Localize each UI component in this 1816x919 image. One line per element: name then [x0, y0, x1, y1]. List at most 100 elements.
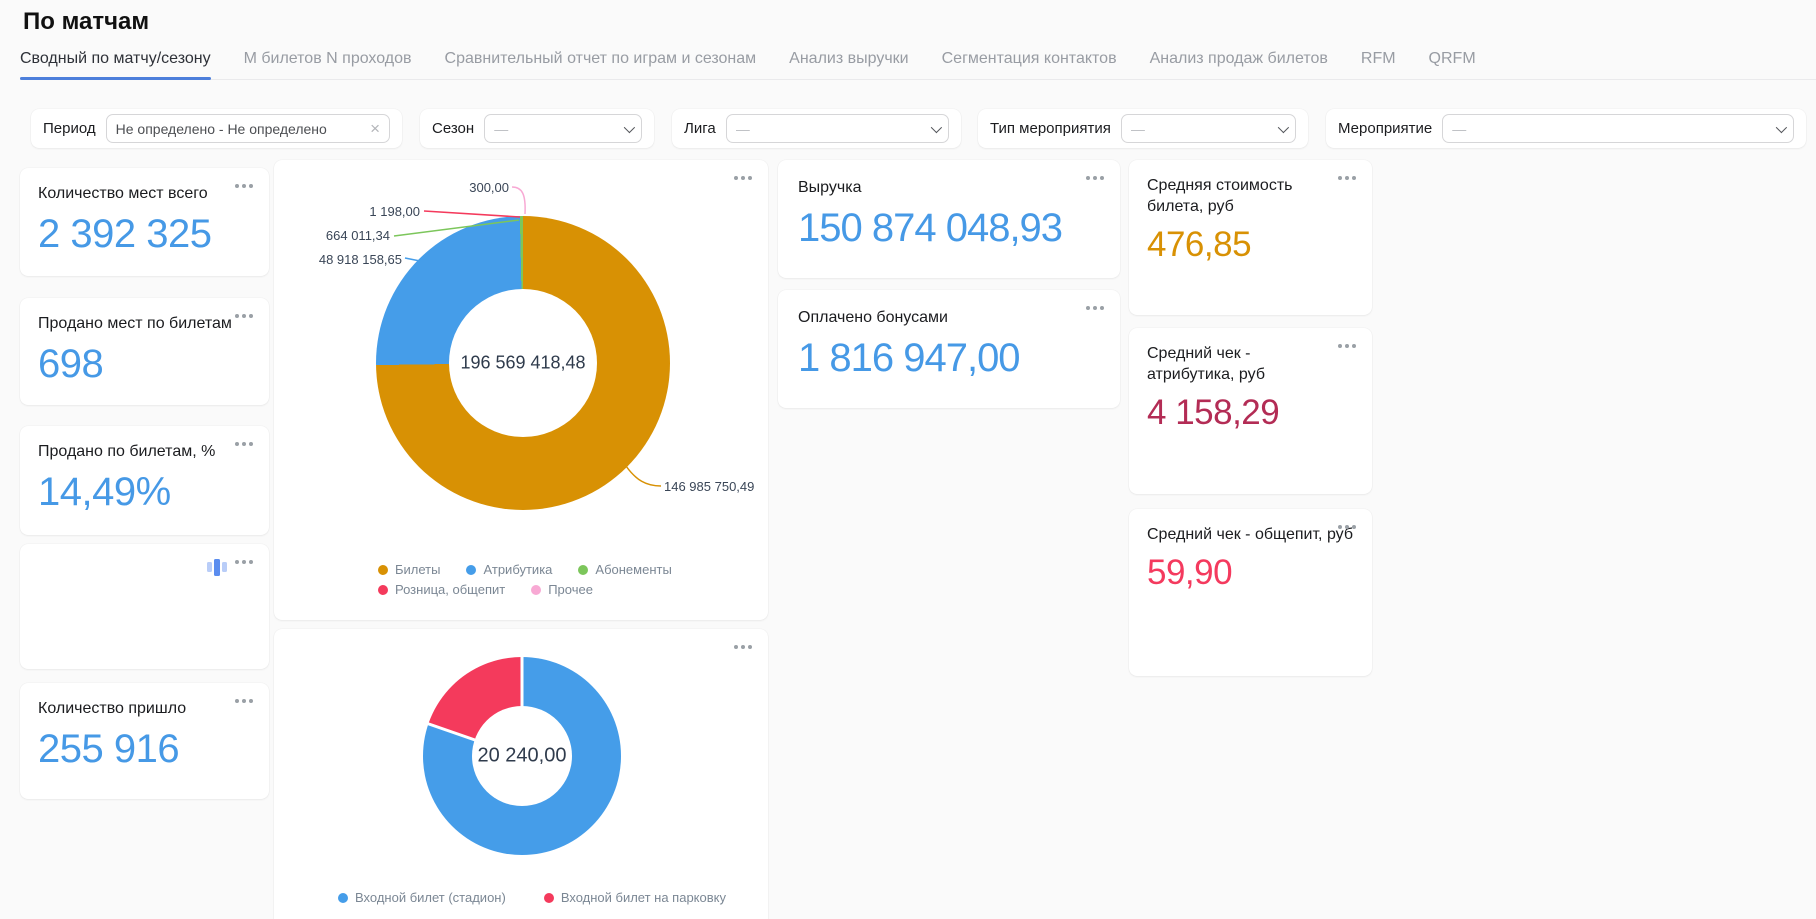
- callout-atributika: 48 918 158,65: [318, 252, 402, 267]
- kpi-card-revenue: Выручка 150 874 048,93: [778, 160, 1120, 278]
- kpi-value: 476,85: [1147, 225, 1252, 264]
- legend-label: Прочее: [548, 582, 593, 597]
- kpi-value: 2 392 325: [38, 212, 212, 256]
- legend-dot: [543, 892, 554, 903]
- tab-rfm[interactable]: RFM: [1360, 50, 1396, 67]
- tab-analiz-prodazh-biletov[interactable]: Анализ продаж билетов: [1149, 50, 1328, 67]
- clear-icon[interactable]: ×: [370, 119, 380, 138]
- callout-abonementy: 664 011,34: [325, 228, 390, 243]
- chevron-down-icon: [1775, 121, 1788, 133]
- kpi-title: Средний чек - атрибутика, руб: [1147, 345, 1265, 383]
- card-menu-button[interactable]: [235, 560, 253, 564]
- event-select[interactable]: —: [1442, 114, 1794, 143]
- revenue-donut-legend: Билеты Атрибутика Абонементы Розница, об…: [378, 562, 678, 597]
- legend-item[interactable]: Розница, общепит: [378, 582, 505, 597]
- legend-label: Абонементы: [595, 562, 672, 577]
- filter-event-label: Мероприятие: [1338, 120, 1433, 137]
- callout-prochee: 300,00: [469, 180, 509, 195]
- kpi-card-avg-check-merch: Средний чек - атрибутика, руб 4 158,29: [1129, 328, 1372, 494]
- card-menu-button[interactable]: [235, 699, 253, 703]
- card-menu-button[interactable]: [1338, 525, 1356, 529]
- donut-hole: [472, 706, 572, 806]
- kpi-title: Выручка: [798, 179, 862, 196]
- card-menu-button[interactable]: [1338, 344, 1356, 348]
- passes-donut-chart-card: 20 240,00 Входной билет (стадион) Входно…: [274, 629, 768, 919]
- kpi-card-attended: Количество пришло 255 916: [20, 683, 269, 799]
- legend-dot: [578, 564, 589, 575]
- tab-bar: Сводный по матчу/сезону М билетов N прох…: [20, 48, 1816, 80]
- legend-label: Розница, общепит: [395, 582, 506, 597]
- season-value: —: [494, 120, 509, 137]
- legend-item[interactable]: Прочее: [531, 582, 593, 597]
- tab-svodny-po-matchu-sezonu[interactable]: Сводный по матчу/сезону: [20, 50, 211, 80]
- donut-center-total: 196 569 418,48: [460, 352, 586, 373]
- legend-label: Атрибутика: [483, 562, 553, 577]
- league-select[interactable]: —: [725, 114, 949, 143]
- legend-item[interactable]: Атрибутика: [466, 562, 552, 577]
- tab-m-biletov-n-prohodov[interactable]: М билетов N проходов: [243, 50, 412, 67]
- chevron-down-icon: [1277, 121, 1290, 133]
- kpi-card-seats-total: Количество мест всего 2 392 325: [20, 168, 269, 276]
- legend-dot: [338, 892, 348, 903]
- kpi-title: Продано по билетам, %: [38, 443, 216, 460]
- league-value: —: [735, 120, 750, 137]
- chart-loading-icon: [207, 558, 227, 576]
- legend-item[interactable]: Входной билет на парковку: [543, 890, 726, 905]
- filter-event-type-label: Тип мероприятия: [990, 120, 1111, 137]
- kpi-card-loading: [20, 544, 269, 669]
- filter-event: Мероприятие —: [1326, 109, 1806, 148]
- card-menu-button[interactable]: [235, 314, 253, 318]
- legend-dot: [378, 584, 388, 595]
- filter-event-type: Тип мероприятия —: [978, 109, 1308, 148]
- kpi-value: 698: [38, 342, 104, 386]
- period-value: Не определено - Не определено: [115, 120, 327, 137]
- callout-bilety: 146 985 750,49: [664, 479, 755, 494]
- kpi-title: Средний чек - общепит, руб: [1147, 526, 1353, 543]
- legend-label: Входной билет на парковку: [560, 890, 726, 905]
- kpi-card-sold-by-tickets: Продано мест по билетам 698: [20, 298, 269, 405]
- legend-dot: [466, 564, 477, 575]
- event-value: —: [1452, 120, 1467, 137]
- card-menu-button[interactable]: [1086, 306, 1104, 310]
- kpi-card-sold-pct: Продано по билетам, % 14,49%: [20, 426, 269, 535]
- kpi-value: 255 916: [38, 727, 180, 771]
- tab-segmentacia-kontaktov[interactable]: Сегментация контактов: [941, 50, 1117, 67]
- tab-analiz-vyruchki[interactable]: Анализ выручки: [789, 50, 909, 67]
- filter-season: Сезон —: [420, 109, 654, 148]
- legend-label: Билеты: [395, 562, 441, 577]
- season-select[interactable]: —: [484, 114, 642, 143]
- filter-league-label: Лига: [684, 120, 716, 137]
- filter-league: Лига —: [672, 109, 961, 148]
- card-menu-button[interactable]: [734, 176, 752, 180]
- kpi-value: 1 816 947,00: [798, 336, 1021, 380]
- legend-item[interactable]: Билеты: [378, 562, 440, 577]
- card-menu-button[interactable]: [1338, 176, 1356, 180]
- legend-label: Входной билет (стадион): [355, 890, 506, 905]
- tab-qrfm[interactable]: QRFM: [1428, 50, 1476, 67]
- page-title: По матчам: [23, 8, 150, 35]
- callout-roznica: 1 198,00: [369, 204, 420, 219]
- filter-period-label: Период: [43, 120, 96, 137]
- legend-dot: [531, 584, 542, 595]
- kpi-card-avg-ticket-price: Средняя стоимость билета, руб 476,85: [1129, 160, 1372, 315]
- chevron-down-icon: [623, 121, 636, 133]
- kpi-value: 150 874 048,93: [798, 206, 1063, 250]
- donut-center-total: 20 240,00: [477, 744, 567, 767]
- kpi-title: Средняя стоимость билета, руб: [1147, 177, 1293, 215]
- event-type-select[interactable]: —: [1120, 114, 1296, 143]
- revenue-donut-chart-card: 196 569 418,48 300,00 1 198,00 664 011,3…: [274, 160, 768, 620]
- filter-season-label: Сезон: [432, 120, 475, 137]
- card-menu-button[interactable]: [235, 184, 253, 188]
- kpi-card-paid-bonuses: Оплачено бонусами 1 816 947,00: [778, 290, 1120, 408]
- kpi-value: 59,90: [1147, 553, 1233, 592]
- card-menu-button[interactable]: [1086, 176, 1104, 180]
- legend-item[interactable]: Абонементы: [578, 562, 672, 577]
- legend-item[interactable]: Входной билет (стадион): [338, 890, 506, 905]
- card-menu-button[interactable]: [235, 442, 253, 446]
- period-input[interactable]: Не определено - Не определено ×: [105, 114, 390, 143]
- card-menu-button[interactable]: [734, 645, 752, 649]
- tab-sravnitelny-otchet[interactable]: Сравнительный отчет по играм и сезонам: [444, 50, 757, 67]
- kpi-value: 14,49%: [38, 470, 171, 514]
- chevron-down-icon: [930, 121, 943, 133]
- donut-hole: [449, 289, 597, 437]
